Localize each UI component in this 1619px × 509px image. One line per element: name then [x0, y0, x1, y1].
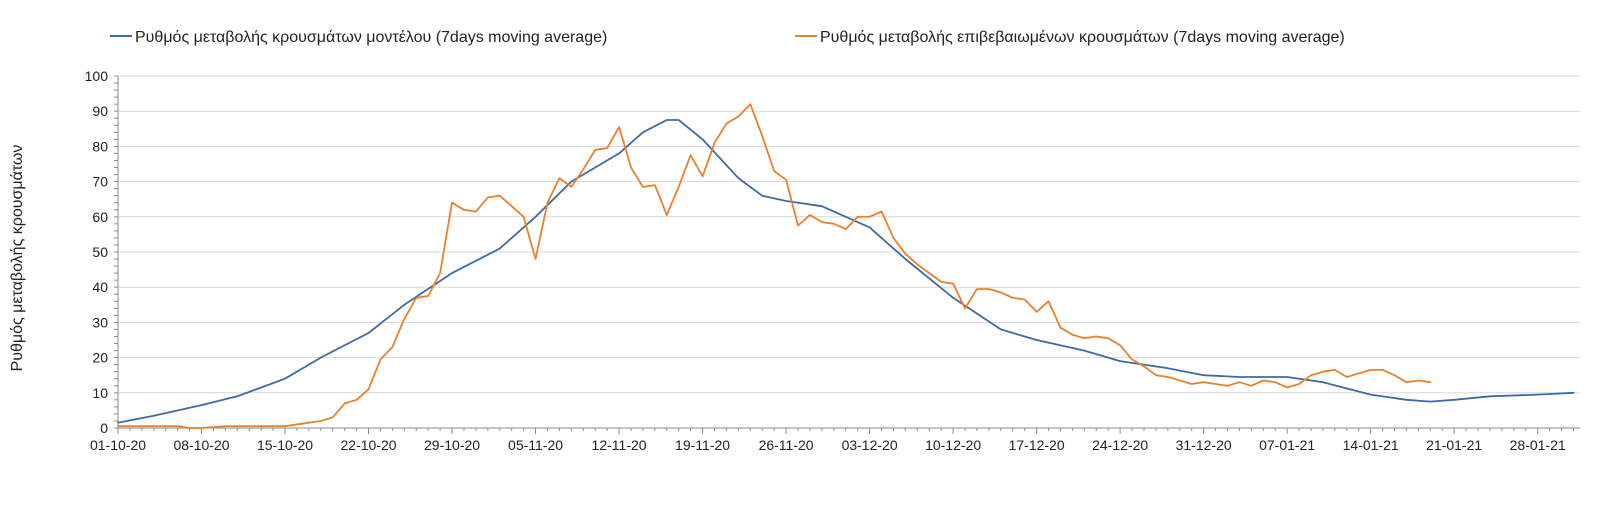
x-tick-label: 07-01-21 — [1259, 437, 1315, 453]
x-tick-label: 10-12-20 — [925, 437, 981, 453]
y-tick-label: 70 — [92, 174, 108, 190]
y-tick-label: 80 — [92, 138, 108, 154]
series-line-model — [117, 119, 1575, 424]
y-tick-label: 50 — [92, 244, 108, 260]
x-tick-label: 05-11-20 — [508, 437, 563, 453]
x-tick-label: 19-11-20 — [675, 437, 730, 453]
y-tick-label: 30 — [92, 314, 108, 330]
axes: 0 10 20 30 40 50 60 70 80 90 100 01-10-20 08-10-20 15… — [85, 68, 1580, 453]
y-tick-label: 10 — [92, 385, 108, 401]
x-tick-label: 12-11-20 — [592, 437, 647, 453]
x-tick-label: 15-10-20 — [257, 437, 313, 453]
x-tick-label: 31-12-20 — [1176, 437, 1232, 453]
x-tick-label: 22-10-20 — [341, 437, 397, 453]
series-layer — [117, 103, 1575, 429]
legend-label-model: Ρυθμός μεταβολής κρουσμάτων μοντέλου (7d… — [135, 29, 607, 46]
y-tick-label: 40 — [92, 279, 108, 295]
y-tick-label: 90 — [92, 103, 108, 119]
y-axis-title: Ρυθμός μεταβολής κρουσμάτων — [9, 145, 26, 372]
x-tick-label: 03-12-20 — [842, 437, 898, 453]
x-tick-label: 08-10-20 — [173, 437, 229, 453]
x-tick-label: 17-12-20 — [1009, 437, 1065, 453]
y-tick-label: 20 — [92, 350, 108, 366]
x-tick-label: 28-01-21 — [1510, 437, 1566, 453]
x-tick-label: 26-11-20 — [759, 437, 814, 453]
legend-label-confirmed: Ρυθμός μεταβολής επιβεβαιωμένων κρουσμάτ… — [820, 29, 1345, 46]
x-tick-label: 21-01-21 — [1426, 437, 1482, 453]
y-tick-label: 60 — [92, 209, 108, 225]
x-tick-label: 01-10-20 — [90, 437, 146, 453]
y-tick-label: 100 — [85, 68, 109, 84]
legend: Ρυθμός μεταβολής κρουσμάτων μοντέλου (7d… — [110, 29, 1345, 46]
x-tick-label: 24-12-20 — [1092, 437, 1148, 453]
x-tick-label: 29-10-20 — [424, 437, 480, 453]
gridlines — [118, 75, 1580, 394]
y-tick-label: 0 — [100, 420, 108, 436]
series-line-confirmed — [117, 103, 1432, 429]
x-tick-label: 14-01-21 — [1343, 437, 1399, 453]
